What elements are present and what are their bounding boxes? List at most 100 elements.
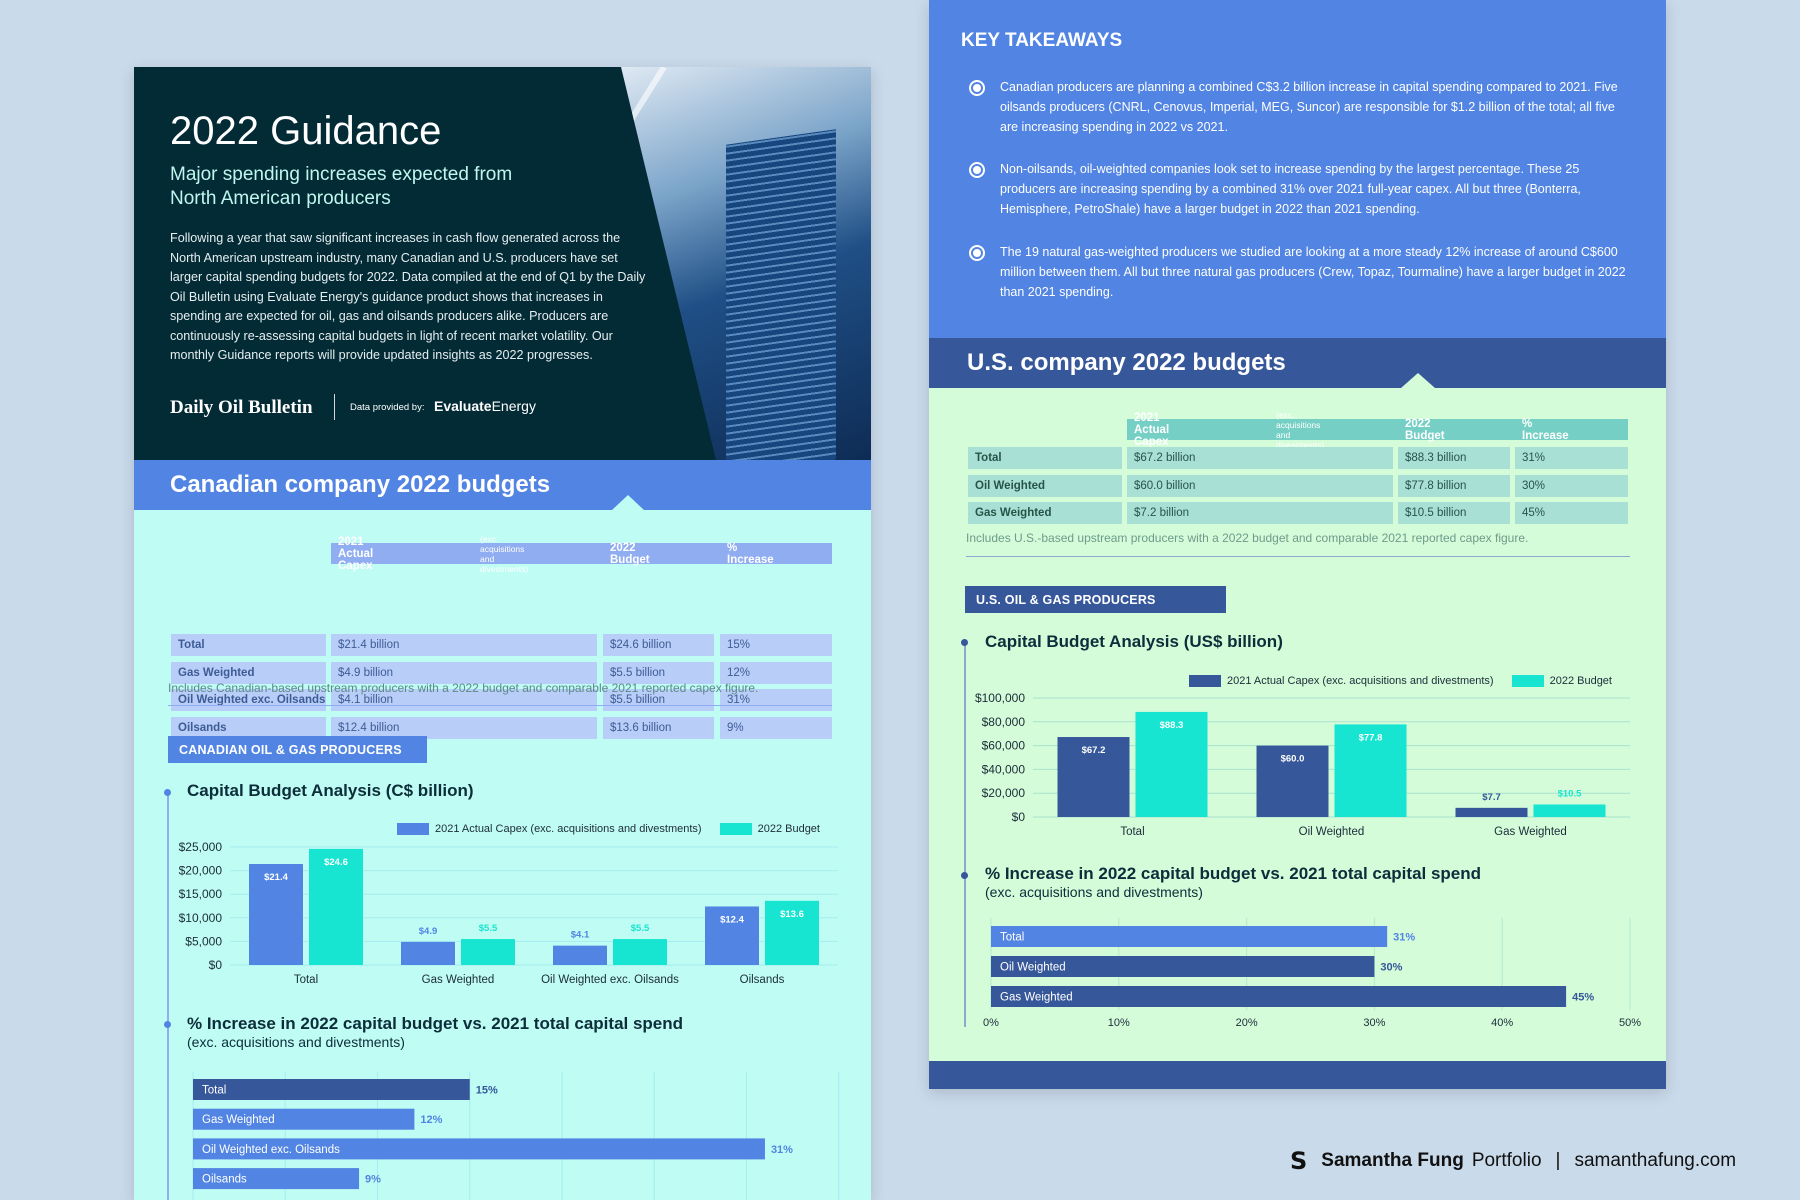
x-tick-label: 40% <box>1491 1017 1513 1029</box>
bar <box>991 956 1375 977</box>
chart-legend: 2021 Actual Capex (exc. acquisitions and… <box>1189 675 1612 687</box>
data-label: $21.4 <box>264 872 288 883</box>
x-tick-label: 10% <box>1108 1017 1130 1029</box>
y-tick-label: $5,000 <box>185 934 222 948</box>
takeaway-text: Non-oilsands, oil-weighted companies loo… <box>1000 162 1581 216</box>
y-tick-label: $10,000 <box>179 911 223 925</box>
us-section-band: U.S. company 2022 budgets <box>929 338 1666 388</box>
data-label: $4.9 <box>419 926 438 937</box>
us-page: KEY TAKEAWAYS Canadian producers are pla… <box>929 0 1666 1089</box>
bar <box>705 906 759 965</box>
x-tick-label: Total <box>1120 826 1144 838</box>
bar <box>1256 745 1329 817</box>
bar <box>1057 737 1130 817</box>
data-label: 45% <box>1572 992 1594 1004</box>
x-tick-label: 0% <box>983 1017 999 1029</box>
data-label: 30% <box>1380 962 1402 974</box>
data-label: $13.6 <box>780 909 804 920</box>
bar <box>193 1138 765 1160</box>
x-tick-label: Oil Weighted <box>1299 826 1365 838</box>
bar <box>991 926 1388 947</box>
canada-page: 2022 Guidance Major spending increases e… <box>134 67 871 1200</box>
section-title: U.S. company 2022 budgets <box>967 349 1286 376</box>
bar <box>309 848 363 965</box>
intro-paragraph: Following a year that saw significant in… <box>170 231 646 362</box>
table-cell: $24.6 billion <box>603 634 714 656</box>
section-title: Canadian company 2022 budgets <box>170 471 551 498</box>
table-cell: 45% <box>1515 502 1628 524</box>
data-label: 12% <box>420 1114 442 1126</box>
y-tick-label: $15,000 <box>179 887 223 901</box>
section-tag: U.S. OIL & GAS PRODUCERS <box>965 586 1226 613</box>
table-cell: 31% <box>1515 447 1628 469</box>
x-tick-label: 20% <box>1236 1017 1258 1029</box>
x-tick-label: Total <box>294 974 318 986</box>
notch <box>1401 373 1435 388</box>
us-capex-chart: $0 $20,000 $40,000 $60,000 $80,000 $100,000 To… <box>975 691 1641 1029</box>
y-tick-label: $0 <box>1012 810 1026 824</box>
takeaway-text: Canadian producers are planning a combin… <box>1000 80 1618 134</box>
chart-subtitle: (exc. acquisitions and divestments) <box>187 1034 405 1050</box>
bar <box>401 941 455 965</box>
legend-swatch <box>1189 675 1221 687</box>
table-cell: $21.4 billion <box>331 634 597 656</box>
footer-separator: | <box>1555 1150 1561 1171</box>
takeaways-title: KEY TAKEAWAYS <box>961 30 1123 51</box>
row-label: Gas Weighted <box>968 502 1122 524</box>
data-provided-label: Data provided by: <box>350 402 425 413</box>
takeaway-text: The 19 natural gas-weighted producers we… <box>1000 245 1626 299</box>
table-cell: $4.9 billion <box>331 661 597 684</box>
bar <box>991 986 1567 1007</box>
bar <box>1455 807 1528 817</box>
bar-category-label: Oilsands <box>202 1174 247 1186</box>
bar <box>193 1168 360 1190</box>
table-cell: $7.2 billion <box>1127 502 1393 524</box>
column-header: % Increase <box>1522 417 1569 442</box>
x-tick-label: Oil Weighted exc. Oilsands <box>541 974 679 986</box>
chart-legend: 2021 Actual Capex (exc. acquisitions and… <box>397 823 820 835</box>
table-note: Includes Canadian-based upstream produce… <box>168 681 759 695</box>
bar <box>1135 711 1208 817</box>
table-cell: $77.8 billion <box>1398 474 1510 497</box>
portfolio-label: Portfolio <box>1471 1150 1542 1171</box>
data-label: $24.6 <box>324 857 348 868</box>
table-header-row <box>331 543 832 564</box>
bar-category-label: Gas Weighted <box>1000 992 1073 1004</box>
bar <box>249 863 303 965</box>
legend-swatch <box>397 823 429 835</box>
row-label: Total <box>968 447 1122 469</box>
data-label: 15% <box>476 1085 498 1097</box>
table-cell: $60.0 billion <box>1127 474 1393 497</box>
data-label: $5.5 <box>479 923 498 934</box>
x-tick-label: 30% <box>1363 1017 1385 1029</box>
data-label: $7.7 <box>1482 792 1501 803</box>
data-label: $67.2 <box>1082 745 1106 756</box>
data-label: $10.5 <box>1558 789 1582 800</box>
legend-label: 2021 Actual Capex (exc. acquisitions and… <box>1227 675 1494 687</box>
timeline-line <box>167 792 169 1200</box>
y-tick-label: $20,000 <box>982 786 1026 800</box>
timeline-dot <box>164 789 171 796</box>
bar <box>1533 804 1606 817</box>
y-tick-label: $80,000 <box>982 715 1026 729</box>
section-tag: CANADIAN OIL & GAS PRODUCERS <box>168 736 427 763</box>
y-tick-label: $40,000 <box>982 762 1026 776</box>
table-cell: 15% <box>720 634 832 656</box>
key-takeaways-panel: KEY TAKEAWAYS Canadian producers are pla… <box>929 0 1666 338</box>
portfolio-link[interactable]: samanthafung.com <box>1574 1150 1737 1171</box>
data-label: $12.4 <box>720 914 744 925</box>
row-label: Oil Weighted <box>968 474 1122 497</box>
bar <box>1334 724 1407 817</box>
table-cell: $13.6 billion <box>603 716 714 739</box>
table-cell: $10.5 billion <box>1398 502 1510 524</box>
legend-label: 2021 Actual Capex (exc. acquisitions and… <box>435 823 702 835</box>
logo-divider <box>334 394 335 420</box>
chart-title: % Increase in 2022 capital budget vs. 20… <box>985 864 1482 883</box>
legend-label: 2022 Budget <box>1549 675 1612 687</box>
timeline-dot <box>164 1021 171 1028</box>
divider <box>168 705 832 706</box>
bar <box>765 900 819 965</box>
x-tick-label: Gas Weighted <box>1494 826 1567 838</box>
daily-oil-bulletin-logo: Daily Oil Bulletin <box>170 397 313 418</box>
chart-title: Capital Budget Analysis (US$ billion) <box>985 632 1283 651</box>
